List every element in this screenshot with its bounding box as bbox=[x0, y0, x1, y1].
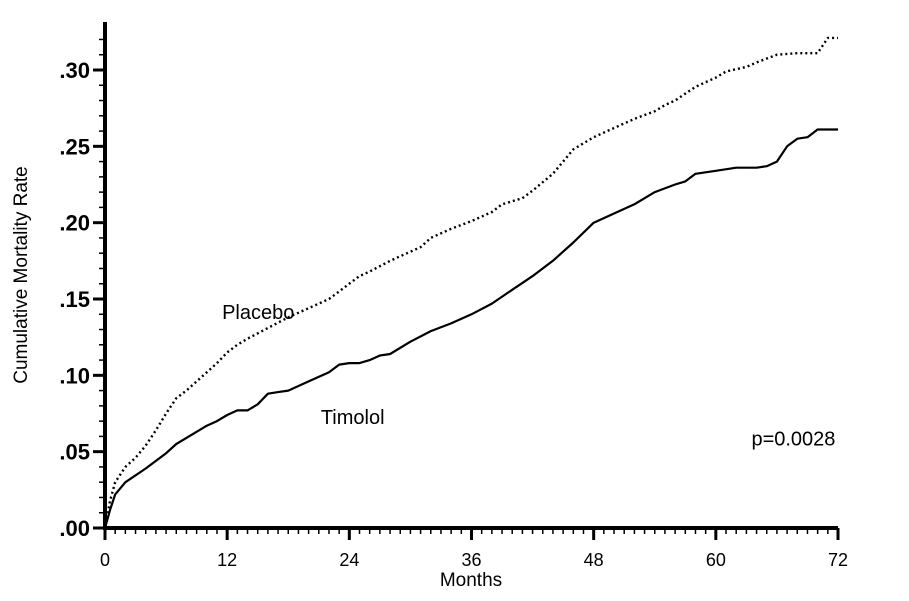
y-tick-label: .10 bbox=[59, 363, 90, 388]
x-tick-label: 24 bbox=[339, 550, 359, 570]
y-tick-label: .05 bbox=[59, 440, 90, 465]
x-tick-label: 0 bbox=[100, 550, 110, 570]
y-tick-label: .15 bbox=[59, 287, 90, 312]
annotations: Placebo Timolol p=0.0028 bbox=[222, 302, 835, 451]
series-label-placebo: Placebo bbox=[222, 302, 294, 324]
x-axis-title: Months bbox=[440, 570, 502, 591]
series-lines bbox=[103, 36, 838, 529]
series-line-placebo bbox=[103, 36, 838, 529]
series-label-timolol: Timolol bbox=[321, 407, 385, 429]
tick-labels: 0 12 24 36 48 60 72 .00 .05 .10 .15 .20 .25 .30 bbox=[59, 58, 848, 570]
x-tick-label: 72 bbox=[828, 550, 848, 570]
x-tick-label: 48 bbox=[584, 550, 604, 570]
y-axis-title: Cumulative Mortality Rate bbox=[11, 166, 32, 384]
x-tick-label: 36 bbox=[461, 550, 481, 570]
p-value-annotation: p=0.0028 bbox=[751, 429, 835, 451]
x-tick-label: 12 bbox=[217, 550, 237, 570]
series-line-timolol bbox=[103, 128, 838, 529]
x-tick-label: 60 bbox=[706, 550, 726, 570]
y-tick-label: .30 bbox=[59, 58, 90, 83]
y-tick-label: .20 bbox=[59, 211, 90, 236]
y-tick-label: .00 bbox=[59, 516, 90, 541]
axes bbox=[103, 22, 838, 530]
y-tick-label: .25 bbox=[59, 134, 90, 159]
axis-ticks bbox=[93, 38, 840, 540]
